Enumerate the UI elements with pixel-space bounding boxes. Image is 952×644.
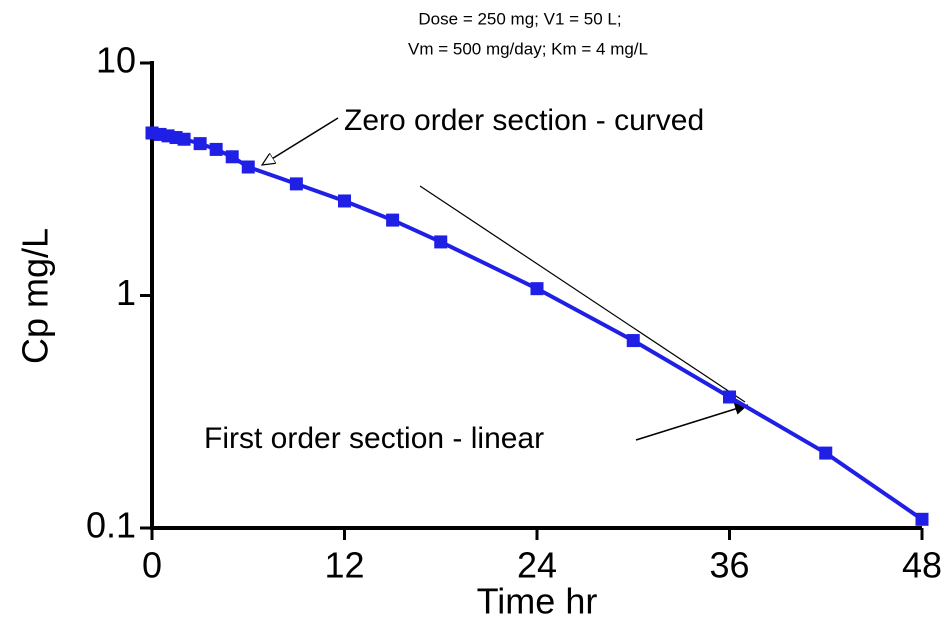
x-tick-label: 24	[517, 545, 557, 586]
data-point	[915, 512, 929, 526]
data-point	[386, 213, 400, 227]
annotation-arrow	[262, 117, 339, 165]
data-point	[209, 142, 223, 156]
data-point	[338, 194, 351, 208]
tangent-line	[419, 185, 746, 403]
data-point	[530, 282, 544, 296]
data-point	[723, 390, 736, 404]
x-tick-label: 12	[324, 545, 364, 586]
y-tick-label: 1	[116, 272, 136, 313]
x-tick-label: 0	[142, 545, 162, 586]
data-point	[819, 446, 833, 460]
y-axis-label: Cp mg/L	[15, 228, 56, 364]
x-axis-label: Time hr	[477, 581, 598, 622]
y-tick-label: 0.1	[86, 505, 136, 546]
annotation: First order section - linear	[204, 422, 544, 455]
data-point	[434, 235, 448, 249]
data-point	[225, 150, 239, 164]
data-point	[626, 334, 640, 348]
data-point	[241, 160, 255, 174]
subtitle-line: Dose = 250 mg; V1 = 50 L;	[418, 9, 621, 28]
series-line	[151, 131, 924, 521]
subtitle-line: Vm = 500 mg/day; Km = 4 mg/L	[408, 39, 648, 58]
data-point	[289, 177, 303, 191]
annotation: Zero order section - curved	[344, 104, 704, 137]
y-tick-label: 10	[96, 40, 136, 81]
x-tick-label: 48	[902, 545, 942, 586]
annotation-arrow	[635, 403, 749, 441]
data-point	[177, 132, 191, 146]
data-point	[193, 137, 207, 151]
x-tick-label: 36	[709, 545, 749, 586]
